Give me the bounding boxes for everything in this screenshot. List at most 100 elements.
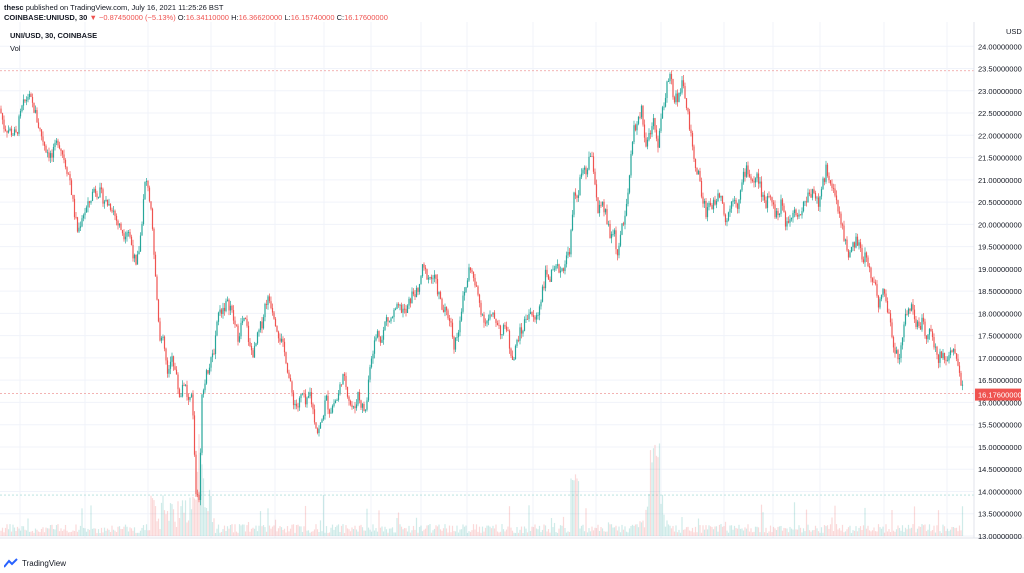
candle-body <box>757 173 760 184</box>
price-axis[interactable]: 13.00000000 13.50000000 14.00000000 14.5000… <box>978 42 1022 541</box>
candle-body <box>595 184 598 198</box>
volume-bar <box>183 512 185 536</box>
candle-body <box>411 291 413 304</box>
volume-bar <box>336 525 338 536</box>
candle-body <box>957 358 959 366</box>
volume-bar <box>103 527 106 536</box>
candle-body <box>319 422 322 429</box>
candle-body <box>648 133 650 140</box>
candle-body <box>88 201 91 203</box>
volume-bar <box>696 532 698 536</box>
candle-body <box>378 331 380 337</box>
volume-bar <box>897 525 899 536</box>
volume-bar <box>624 526 626 536</box>
candle-body <box>520 327 523 334</box>
candle-body <box>630 154 632 176</box>
candle-body <box>730 201 733 209</box>
candle-body <box>457 332 460 338</box>
volume-bar <box>456 525 458 536</box>
volume-bar <box>630 525 632 536</box>
candle-body <box>684 86 686 99</box>
candle-body <box>277 331 280 339</box>
candle-body <box>573 192 575 215</box>
price-chart[interactable]: 13.00000000 13.50000000 14.00000000 14.5000… <box>0 22 1024 542</box>
candle-body <box>652 118 655 127</box>
volume-bar <box>316 529 319 536</box>
volume-bar <box>417 532 419 536</box>
candle-body <box>567 251 569 256</box>
volume-bar <box>253 528 256 536</box>
volume-bar <box>1 527 4 536</box>
volume-bar <box>292 524 295 536</box>
volume-bar <box>727 532 730 536</box>
candle-body <box>925 335 928 340</box>
volume-bar <box>852 530 854 536</box>
volume-bar <box>547 529 550 536</box>
volume-bar <box>495 524 497 536</box>
volume-bar <box>202 478 205 536</box>
volume-bar <box>544 525 547 536</box>
volume-bar <box>213 518 215 536</box>
volume-bar <box>675 525 677 536</box>
volume-bar <box>342 524 344 536</box>
high-label: H: <box>231 13 239 22</box>
tradingview-logo-icon <box>4 558 18 568</box>
candle-body <box>472 271 475 278</box>
volume-bar <box>493 528 496 536</box>
volume-bar <box>804 531 806 536</box>
volume-bar <box>157 518 160 536</box>
volume-bar <box>783 527 785 536</box>
volume-bar <box>79 525 82 536</box>
candle-body <box>720 195 722 198</box>
candle-body <box>945 359 947 361</box>
volume-bar <box>163 510 166 536</box>
volume-bar <box>775 530 778 536</box>
volume-bar <box>568 532 571 536</box>
candle-body <box>861 247 863 260</box>
candle-body <box>112 210 115 212</box>
volume-bar <box>799 527 802 536</box>
volume-bar <box>87 528 89 536</box>
candle-body <box>553 268 556 270</box>
candle-body <box>532 315 535 318</box>
candle-body <box>961 384 964 386</box>
volume-bar <box>957 531 959 536</box>
volume-bar <box>499 531 502 536</box>
candle-body <box>432 278 434 280</box>
volume-bar <box>235 531 238 536</box>
candle-body <box>205 370 208 384</box>
volume-bar <box>184 500 187 536</box>
candle-body <box>612 234 614 235</box>
volume-bar <box>898 527 901 536</box>
low-label: L: <box>284 13 291 22</box>
candle-body <box>114 210 116 216</box>
candle-body <box>501 334 503 336</box>
volume-bar <box>808 530 811 536</box>
volume-bar <box>732 529 734 536</box>
candle-body <box>162 336 164 338</box>
candle-body <box>171 356 173 362</box>
candle-body <box>738 199 740 209</box>
volume-bar <box>720 523 722 536</box>
volume-bar <box>843 532 845 536</box>
volume-bar <box>460 529 463 536</box>
volume-bar <box>511 530 514 536</box>
open-label: O: <box>177 13 186 22</box>
volume-bar <box>729 525 731 536</box>
candle-body <box>0 108 2 114</box>
volume-bar <box>531 526 533 536</box>
candle-body <box>493 312 496 319</box>
volume-bar <box>909 528 911 536</box>
candle-body <box>474 277 476 286</box>
candle-body <box>790 217 793 220</box>
volume-bar <box>145 524 148 536</box>
volume-bar <box>627 532 629 536</box>
candle-body <box>108 203 110 206</box>
volume-bar <box>415 517 418 536</box>
candle-body <box>429 276 431 278</box>
candle-body <box>771 197 773 203</box>
footer-brand[interactable]: TradingView <box>4 558 66 568</box>
candle-body <box>124 236 127 240</box>
candle-body <box>322 415 325 420</box>
candle-body <box>111 209 113 212</box>
